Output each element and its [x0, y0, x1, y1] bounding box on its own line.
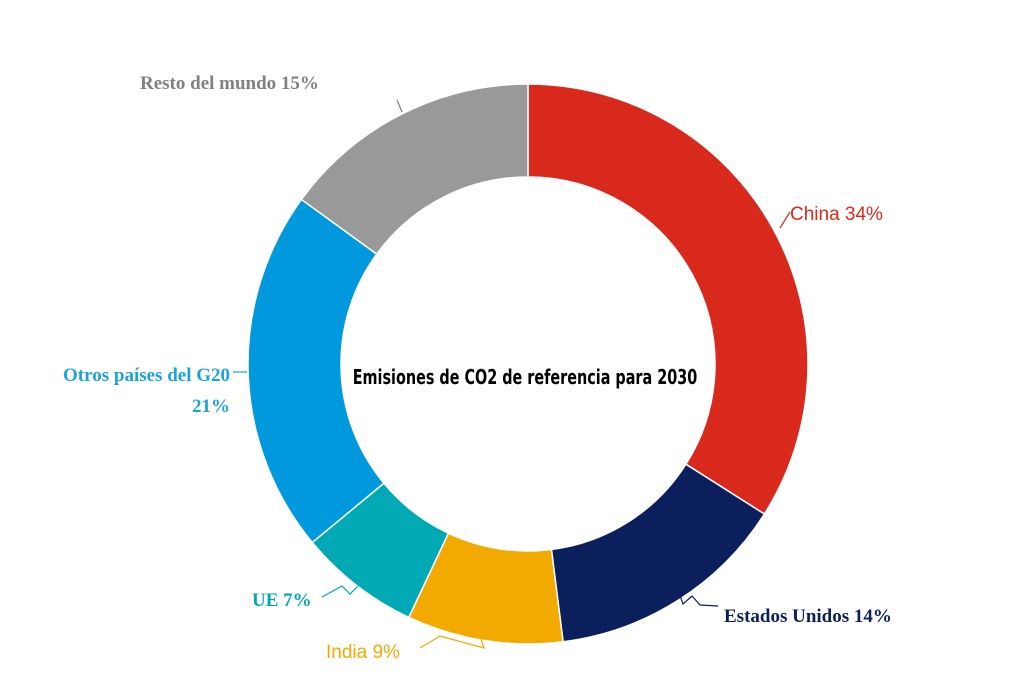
donut-slices: [247, 83, 809, 645]
leader-india: [419, 635, 485, 649]
leader-china: [779, 211, 791, 229]
leader-lines: [233, 99, 791, 649]
slice-label-otros-g20-pct: 21%: [192, 396, 230, 417]
slice-label-china: China 34%: [790, 204, 883, 225]
leader-estados-unidos: [677, 589, 719, 607]
slice-label-estados-unidos: Estados Unidos 14%: [724, 606, 892, 627]
slice-otros-pa-ses-del-g20: [247, 198, 385, 544]
slice-china: [527, 83, 809, 516]
chart-title: Emisiones de CO2 de referencia para 2030: [353, 367, 698, 390]
slice-label-ue: UE 7%: [252, 590, 312, 611]
leader-resto: [396, 99, 403, 113]
slice-resto-del-mundo: [300, 83, 529, 256]
slice-label-otros-g20: Otros países del G20: [63, 365, 230, 386]
leader-ue: [321, 585, 359, 598]
slice-label-resto: Resto del mundo 15%: [140, 73, 319, 94]
slice-label-india: India 9%: [326, 642, 400, 663]
